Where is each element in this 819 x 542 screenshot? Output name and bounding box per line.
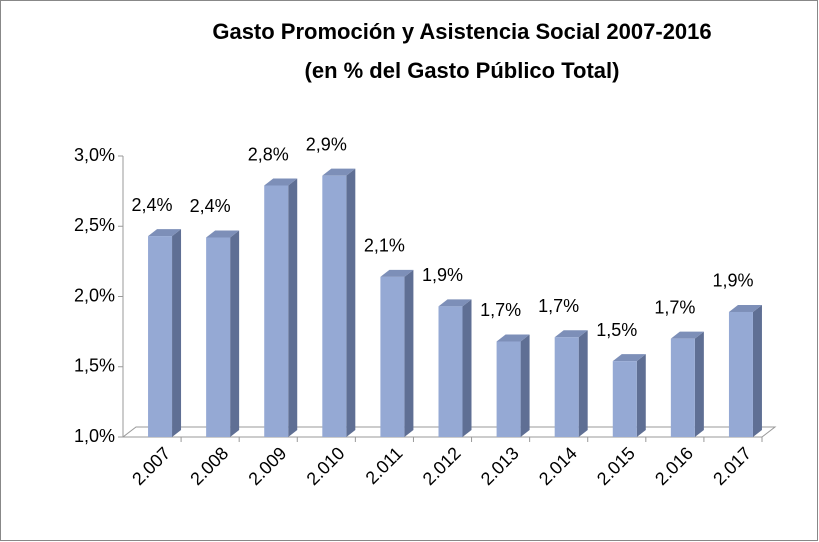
value-label: 2,4% — [132, 195, 173, 215]
y-tick-label: 2,5% — [74, 215, 115, 235]
bar-side — [346, 168, 356, 438]
bar-top — [496, 334, 530, 342]
bar-top — [380, 269, 414, 277]
bar-top — [612, 354, 646, 362]
bar — [728, 311, 753, 437]
value-label: 2,1% — [364, 236, 405, 256]
value-label: 1,9% — [712, 271, 753, 291]
bar — [148, 236, 173, 437]
bar-top — [322, 168, 356, 176]
y-tick-label: 2,0% — [74, 285, 115, 305]
bar-side — [752, 304, 762, 437]
bar — [496, 341, 521, 437]
bar-side — [172, 229, 182, 437]
y-tick-label: 1,5% — [74, 356, 115, 376]
bar-top — [148, 229, 182, 237]
value-label: 1,5% — [596, 320, 637, 340]
y-tick-label: 1,0% — [74, 426, 115, 446]
value-label: 2,8% — [248, 144, 289, 164]
bar-side — [520, 334, 530, 437]
bar — [380, 276, 405, 437]
bar — [438, 306, 463, 437]
value-label: 1,7% — [654, 297, 695, 317]
bar-top — [554, 330, 588, 338]
bar-top — [206, 230, 240, 238]
bar — [612, 361, 637, 437]
value-label: 2,4% — [190, 196, 231, 216]
bar-side — [694, 331, 704, 437]
floor — [121, 426, 777, 438]
bar — [264, 185, 289, 437]
bar-side — [636, 354, 646, 437]
value-label: 1,9% — [422, 265, 463, 285]
y-tick-label: 3,0% — [74, 145, 115, 165]
bar — [206, 237, 231, 437]
bar-top — [728, 304, 762, 312]
bar-top — [264, 178, 298, 186]
bar-side — [404, 269, 414, 437]
bar-side — [288, 178, 298, 437]
chart-title: (en % del Gasto Público Total) — [305, 58, 620, 83]
bar-top — [438, 299, 472, 307]
bar-side — [578, 330, 588, 437]
chart-title: Gasto Promoción y Asistencia Social 2007… — [212, 19, 711, 44]
bar-top — [670, 331, 704, 339]
bar — [554, 337, 579, 437]
bar-side — [230, 230, 240, 437]
value-label: 2,9% — [306, 134, 347, 154]
bar — [670, 338, 695, 437]
value-label: 1,7% — [538, 296, 579, 316]
bar-side — [462, 299, 472, 437]
value-label: 1,7% — [480, 300, 521, 320]
bar — [322, 175, 347, 438]
